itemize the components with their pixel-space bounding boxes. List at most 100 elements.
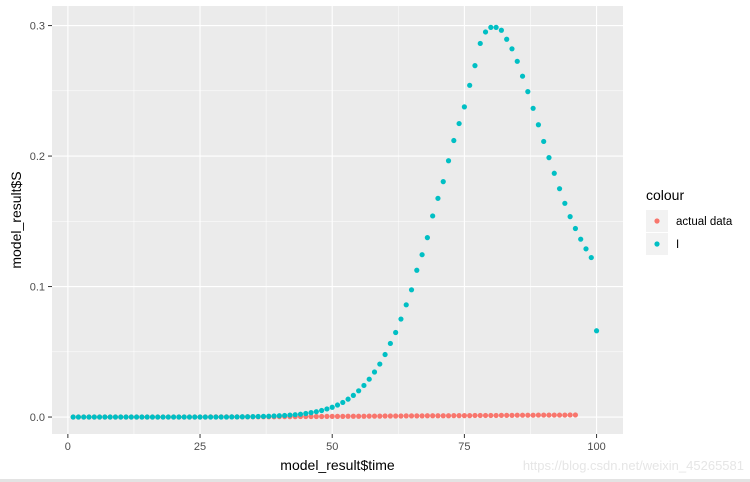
data-point (350, 413, 356, 419)
data-point (467, 413, 473, 419)
data-point (345, 413, 351, 419)
data-point (308, 410, 314, 416)
data-point (271, 413, 277, 419)
data-point (498, 412, 504, 418)
axis-ticks (48, 25, 598, 438)
data-point (556, 186, 563, 192)
data-point (319, 413, 325, 420)
data-point (419, 413, 425, 419)
legend-key-point (654, 241, 660, 247)
data-point (387, 413, 393, 419)
data-point (482, 29, 489, 35)
data-point (276, 413, 282, 419)
data-point (572, 412, 579, 418)
data-point (467, 82, 473, 88)
data-point (461, 413, 467, 419)
data-point (535, 122, 542, 128)
y-tick-label: 0.2 (30, 151, 45, 163)
data-point (546, 155, 552, 161)
data-point (583, 246, 589, 252)
data-point (366, 413, 372, 419)
data-point (181, 414, 187, 420)
x-tick-label: 75 (458, 441, 470, 453)
data-point (514, 412, 520, 418)
data-point (419, 252, 425, 258)
data-point (578, 236, 584, 242)
data-point (366, 376, 372, 382)
data-point (133, 414, 140, 420)
data-point (403, 302, 409, 308)
watermark: https://blog.csdn.net/weixin_45265581 (523, 458, 744, 473)
data-point (303, 410, 309, 417)
data-point (192, 414, 198, 420)
legend-title: colour (646, 187, 684, 203)
data-point (472, 63, 478, 69)
x-tick-label: 100 (587, 441, 605, 453)
data-point (488, 412, 494, 419)
data-point (414, 413, 420, 419)
data-point (123, 414, 129, 420)
data-point (234, 414, 240, 420)
data-point (498, 27, 504, 33)
data-point (377, 361, 383, 367)
data-point (155, 414, 161, 420)
data-point (334, 413, 341, 419)
data-point (435, 413, 441, 419)
data-point (456, 413, 462, 419)
data-point (472, 412, 478, 419)
data-point (345, 396, 351, 402)
data-point (556, 412, 563, 418)
data-point (551, 412, 557, 418)
data-point (519, 412, 526, 418)
data-point (488, 24, 494, 30)
data-point (530, 105, 536, 111)
data-point (112, 414, 119, 420)
data-point (382, 413, 388, 419)
data-point (456, 120, 462, 127)
data-point (445, 158, 452, 164)
data-point (81, 414, 87, 420)
data-point (144, 414, 150, 420)
data-point (451, 137, 457, 144)
data-point (504, 412, 510, 418)
data-point (213, 414, 219, 420)
x-axis-title: model_result$time (280, 457, 395, 473)
data-point (430, 413, 436, 419)
data-point (377, 413, 383, 419)
data-point (477, 40, 483, 47)
data-point (329, 404, 335, 410)
data-point (525, 412, 531, 418)
data-point (245, 414, 251, 420)
data-point (387, 340, 393, 347)
data-point (287, 412, 293, 418)
data-point (588, 254, 594, 261)
data-point (424, 235, 430, 241)
y-axis-title: model_result$S (8, 171, 24, 268)
data-point (223, 414, 230, 420)
data-point (535, 412, 542, 418)
x-tick-label: 25 (194, 441, 206, 453)
data-point (593, 328, 600, 334)
data-point (86, 414, 92, 420)
data-point (186, 414, 193, 420)
data-point (445, 413, 452, 419)
data-point (334, 402, 341, 408)
data-point (176, 414, 182, 420)
data-point (541, 412, 547, 418)
y-tick-label: 0.0 (30, 412, 45, 424)
data-point (504, 36, 510, 42)
data-point (461, 104, 467, 110)
data-point (482, 412, 489, 419)
data-point (297, 411, 304, 417)
data-point (525, 89, 531, 95)
tick-labels: 0 25 50 75 100 0.0 0.1 0.2 0.3 (30, 21, 606, 453)
data-point (408, 287, 415, 293)
data-point (107, 414, 113, 420)
plot-panel (52, 6, 623, 434)
data-point (440, 179, 446, 185)
data-point (102, 414, 108, 420)
data-point (350, 392, 356, 398)
legend: colour actual data I (646, 187, 733, 255)
data-point (572, 225, 579, 232)
data-point (239, 414, 245, 420)
